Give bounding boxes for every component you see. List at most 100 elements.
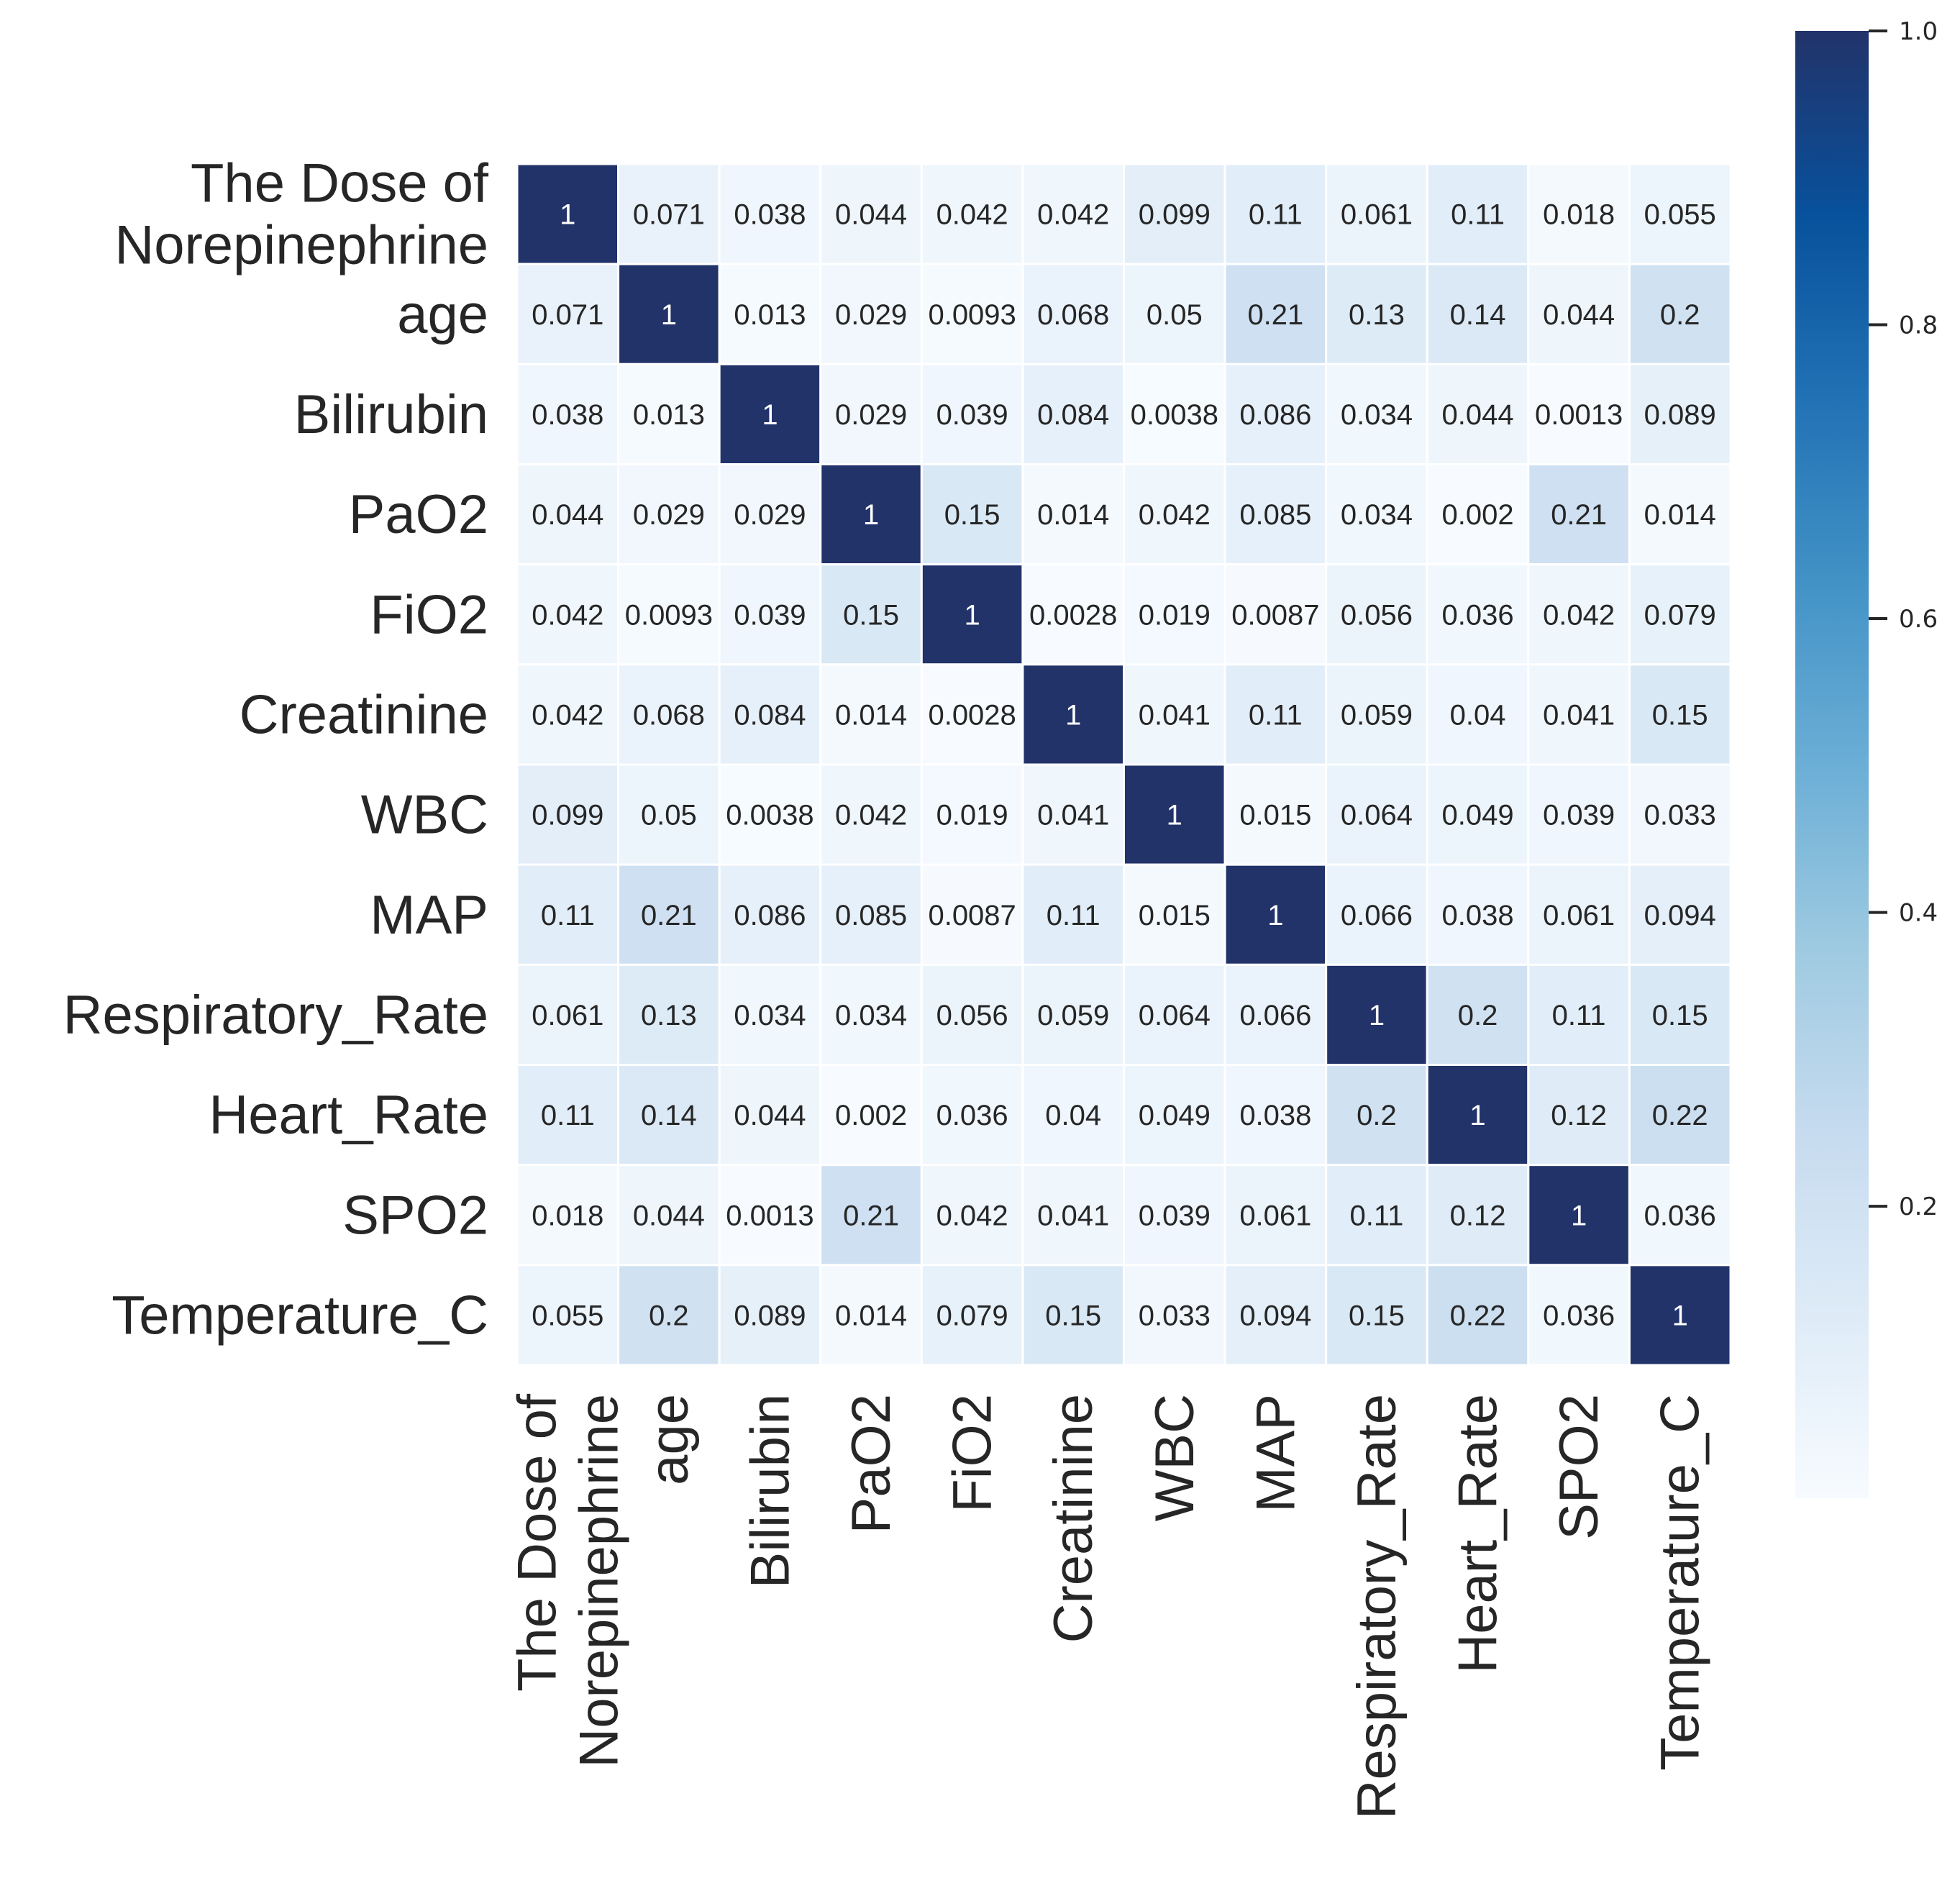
cell-annotation: 0.013 [633, 399, 705, 431]
cell-annotation: 0.0013 [726, 1200, 813, 1231]
cell-annotation: 0.11 [1047, 900, 1100, 931]
cell-annotation: 0.11 [541, 900, 595, 931]
cell-annotation: 1 [661, 299, 677, 331]
cell-annotation: 0.094 [1239, 1300, 1311, 1331]
colorbar-ticks: 0.2 0.4 0.6 0.8 1.0 [1869, 17, 1938, 1221]
cell-annotation: 0.2 [649, 1300, 689, 1331]
heatmap-cell [1325, 763, 1428, 866]
heatmap-cell [1223, 1164, 1328, 1267]
colorbar-tick-label: 0.8 [1899, 311, 1938, 340]
heatmap-cells: 1 0.071 0.038 0.044 0.042 0.042 0.099 0.11 0.061… [516, 163, 1732, 1367]
cell-annotation: 0.034 [1341, 399, 1413, 431]
heatmap-cell [1628, 463, 1732, 566]
cell-annotation: 0.099 [532, 800, 603, 831]
cell-annotation: 0.014 [1037, 499, 1109, 531]
x-tick-label: Temperature_C [1650, 1394, 1711, 1771]
heatmap-cell [1628, 763, 1732, 866]
y-tick-label: FiO2 [370, 584, 488, 645]
x-tick-label: FiO2 [942, 1394, 1003, 1513]
heatmap-cell [1426, 263, 1530, 365]
cell-annotation: 0.084 [1037, 399, 1109, 431]
y-tick-label: Respiratory_Rate [63, 985, 488, 1046]
cell-annotation: 0.084 [734, 699, 806, 731]
heatmap-cell [1021, 1264, 1125, 1367]
cell-annotation: 0.0087 [1231, 599, 1319, 631]
heatmap-cell [1021, 963, 1125, 1067]
heatmap-cell [920, 263, 1024, 365]
cell-annotation: 0.019 [936, 800, 1008, 831]
cell-annotation: 0.064 [1341, 800, 1413, 831]
x-tick-label: WBC [1144, 1394, 1205, 1521]
heatmap-cell [819, 763, 923, 866]
heatmap-cell [1628, 163, 1732, 265]
cell-annotation: 0.22 [1450, 1300, 1506, 1331]
heatmap-cell [1123, 363, 1226, 466]
heatmap-cell [1527, 763, 1631, 866]
y-tick-label: Bilirubin [294, 384, 488, 445]
cell-annotation: 0.079 [936, 1300, 1008, 1331]
cell-annotation: 0.041 [1037, 800, 1109, 831]
heatmap-cell [1527, 463, 1631, 566]
heatmap-cell [1223, 163, 1328, 265]
cell-annotation: 0.059 [1341, 699, 1413, 731]
cell-annotation: 0.15 [1349, 1300, 1405, 1331]
cell-annotation: 0.042 [835, 800, 907, 831]
cell-annotation: 0.11 [1350, 1200, 1404, 1231]
colorbar-tick-label: 0.2 [1899, 1193, 1938, 1221]
cell-annotation: 0.079 [1644, 599, 1716, 631]
cell-annotation: 1 [762, 399, 778, 431]
y-tick-label: PaO2 [349, 484, 488, 545]
x-axis-labels: The Dose ofNorepinephrine age Bilirubin PaO… [506, 1393, 1710, 1819]
x-tick-label: Bilirubin [739, 1394, 801, 1588]
heatmap-cell [718, 463, 822, 566]
cell-annotation: 0.0013 [1535, 399, 1623, 431]
cell-annotation: 0.039 [1543, 800, 1615, 831]
heatmap-cell [819, 963, 923, 1067]
heatmap-cell [819, 363, 923, 466]
cell-annotation: 0.041 [1139, 699, 1211, 731]
cell-annotation: 0.015 [1139, 900, 1211, 931]
cell-annotation: 0.12 [1551, 1100, 1607, 1131]
cell-annotation: 0.049 [1441, 800, 1513, 831]
cell-annotation: 1 [1267, 900, 1283, 931]
x-tick-label: age [639, 1394, 700, 1485]
cell-annotation: 0.038 [532, 399, 603, 431]
heatmap-cell [1325, 963, 1428, 1067]
cell-annotation: 0.061 [1543, 900, 1615, 931]
cell-annotation: 0.029 [835, 399, 907, 431]
heatmap-cell [1223, 663, 1328, 766]
cell-annotation: 0.042 [532, 599, 603, 631]
cell-annotation: 0.014 [1644, 499, 1716, 531]
y-tick-label: Creatinine [240, 684, 488, 745]
cell-annotation: 0.0093 [928, 299, 1016, 331]
heatmap-cell [1223, 563, 1328, 666]
cell-annotation: 0.21 [1247, 299, 1303, 331]
cell-annotation: 0.089 [734, 1300, 806, 1331]
heatmap-cell [920, 763, 1024, 866]
cell-annotation: 0.013 [734, 299, 806, 331]
heatmap-cell [516, 863, 620, 966]
heatmap-cell [1021, 663, 1125, 766]
cell-annotation: 0.055 [1644, 199, 1716, 231]
heatmap-cell [1527, 1264, 1631, 1367]
heatmap-cell [516, 1164, 620, 1267]
heatmap-cell [718, 563, 822, 666]
heatmap-cell [617, 263, 721, 365]
cell-annotation: 0.068 [633, 699, 705, 731]
cell-annotation: 1 [560, 199, 575, 231]
heatmap-cell [920, 863, 1024, 966]
cell-annotation: 0.0038 [1131, 399, 1218, 431]
cell-annotation: 0.086 [1239, 399, 1311, 431]
heatmap-cell [718, 763, 822, 866]
cell-annotation: 0.15 [1652, 699, 1708, 731]
heatmap-cell [1223, 263, 1328, 365]
heatmap-cell [516, 563, 620, 666]
cell-annotation: 0.0093 [625, 599, 713, 631]
cell-annotation: 0.071 [532, 299, 603, 331]
heatmap-cell [1628, 863, 1732, 966]
cell-annotation: 0.038 [734, 199, 806, 231]
heatmap-cell [1123, 563, 1226, 666]
x-tick-label: The Dose ofNorepinephrine [506, 1393, 629, 1768]
cell-annotation: 0.029 [835, 299, 907, 331]
cell-annotation: 0.0087 [928, 900, 1016, 931]
